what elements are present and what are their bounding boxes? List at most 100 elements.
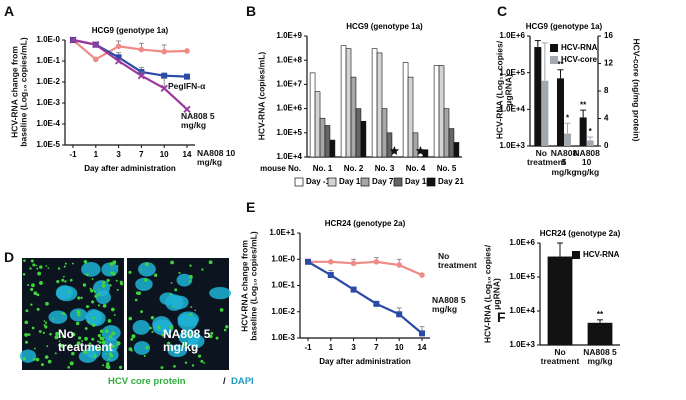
core-protein-dot bbox=[22, 357, 26, 361]
core-protein-dot bbox=[32, 357, 36, 361]
core-protein-dot bbox=[143, 355, 146, 358]
core-protein-dot bbox=[135, 291, 139, 295]
core-protein-dot bbox=[115, 279, 118, 282]
bar bbox=[579, 117, 587, 146]
point bbox=[160, 84, 168, 92]
core-protein-dot bbox=[91, 337, 95, 341]
y2-tick-label: 4 bbox=[604, 114, 609, 123]
core-protein-dot bbox=[107, 318, 112, 323]
core-protein-dot bbox=[91, 323, 96, 327]
image-label: NA808 5 mg/kg bbox=[163, 327, 211, 355]
core-protein-dot bbox=[85, 273, 89, 277]
bar bbox=[402, 62, 409, 158]
point bbox=[184, 73, 190, 80]
point bbox=[92, 41, 100, 49]
y-tick-label: 1.0E-4 bbox=[36, 119, 60, 128]
series-line bbox=[308, 260, 423, 277]
point bbox=[327, 272, 334, 279]
core-protein-dot bbox=[128, 270, 132, 274]
y-tick-label: 1.0E-0 bbox=[271, 254, 295, 263]
core-protein-dot bbox=[83, 350, 88, 355]
core-protein-dot bbox=[201, 268, 204, 271]
series-line bbox=[307, 260, 423, 335]
x-tick-label: No treatment bbox=[540, 347, 580, 367]
core-protein-dot bbox=[112, 345, 114, 347]
image-caption: / bbox=[223, 376, 226, 387]
core-protein-dot bbox=[106, 278, 110, 283]
y2-tick-label: 16 bbox=[604, 31, 613, 40]
series-label: NA808 5 mg/kg bbox=[432, 295, 466, 315]
core-protein-dot bbox=[24, 320, 29, 325]
series-line bbox=[72, 38, 188, 111]
legend-label: Day 14 bbox=[405, 177, 431, 186]
core-protein-dot bbox=[101, 337, 105, 341]
core-protein-dot bbox=[58, 340, 61, 342]
y2-tick-label: 8 bbox=[604, 86, 609, 95]
core-protein-dot bbox=[167, 341, 171, 345]
nucleus bbox=[138, 262, 156, 277]
nucleus bbox=[152, 319, 174, 336]
x-tick-label: 14 bbox=[418, 343, 427, 352]
x-tick-label: 7 bbox=[139, 150, 144, 159]
point bbox=[305, 258, 311, 265]
core-protein-dot bbox=[43, 324, 46, 327]
significance-mark: ** bbox=[597, 310, 604, 319]
core-protein-dot bbox=[110, 271, 114, 275]
core-protein-dot bbox=[150, 316, 155, 320]
point bbox=[115, 43, 122, 50]
core-protein-dot bbox=[47, 267, 50, 270]
core-protein-dot bbox=[25, 309, 29, 313]
core-protein-dot bbox=[102, 364, 105, 367]
chart-title: HCG9 (genotype 1a) bbox=[92, 26, 169, 35]
y-tick-label: 1.0E-2 bbox=[271, 307, 295, 316]
core-protein-dot bbox=[88, 342, 92, 345]
core-protein-dot bbox=[215, 336, 219, 340]
core-protein-dot bbox=[143, 278, 148, 282]
core-protein-dot bbox=[33, 291, 38, 296]
core-protein-dot bbox=[91, 300, 95, 304]
core-protein-dot bbox=[97, 304, 101, 307]
point bbox=[69, 36, 77, 44]
x-tick-label: No. 2 bbox=[344, 164, 364, 173]
core-protein-dot bbox=[101, 340, 106, 345]
core-protein-dot bbox=[170, 260, 174, 265]
bar bbox=[534, 47, 542, 146]
core-protein-dot bbox=[37, 271, 42, 276]
core-protein-dot bbox=[105, 365, 109, 369]
core-protein-dot bbox=[119, 365, 123, 369]
core-protein-dot bbox=[89, 287, 92, 290]
y-axis-label: HCV-RNA (Log₁₀ copies/μgRNA) bbox=[482, 244, 502, 344]
point bbox=[396, 311, 403, 318]
bar bbox=[319, 117, 326, 158]
core-protein-dot bbox=[29, 267, 32, 270]
x-tick-label: No. 3 bbox=[375, 164, 395, 173]
y-tick-label: 1.0E-3 bbox=[271, 333, 295, 342]
core-protein-dot bbox=[30, 259, 34, 263]
core-protein-dot bbox=[97, 288, 100, 291]
core-protein-dot bbox=[52, 317, 55, 320]
point bbox=[350, 286, 357, 293]
core-protein-dot bbox=[75, 321, 80, 326]
x-axis-label: Day after administration bbox=[84, 164, 176, 173]
core-protein-dot bbox=[44, 355, 49, 359]
x-tick-label: NA808 5 mg/kg bbox=[583, 347, 617, 367]
core-protein-dot bbox=[45, 301, 49, 306]
y-tick-label: 1.0E+4 bbox=[499, 104, 525, 113]
x-tick-label: -1 bbox=[304, 343, 312, 352]
series-label: No treatment bbox=[438, 251, 477, 271]
nucleus bbox=[177, 313, 198, 331]
y2-tick-label: 12 bbox=[604, 59, 613, 68]
core-protein-dot bbox=[84, 327, 88, 330]
core-protein-dot bbox=[223, 328, 227, 332]
significance-mark: * bbox=[589, 127, 593, 136]
core-protein-dot bbox=[171, 305, 174, 308]
y-tick-label: 1.0E+5 bbox=[509, 272, 535, 281]
x-tick-label: -1 bbox=[69, 150, 77, 159]
core-protein-dot bbox=[184, 361, 188, 364]
legend-swatch bbox=[426, 177, 436, 187]
legend-swatch bbox=[550, 56, 558, 64]
core-protein-dot bbox=[145, 346, 149, 350]
nucleus bbox=[101, 325, 121, 341]
y-tick-label: 1.0E+7 bbox=[276, 80, 302, 89]
